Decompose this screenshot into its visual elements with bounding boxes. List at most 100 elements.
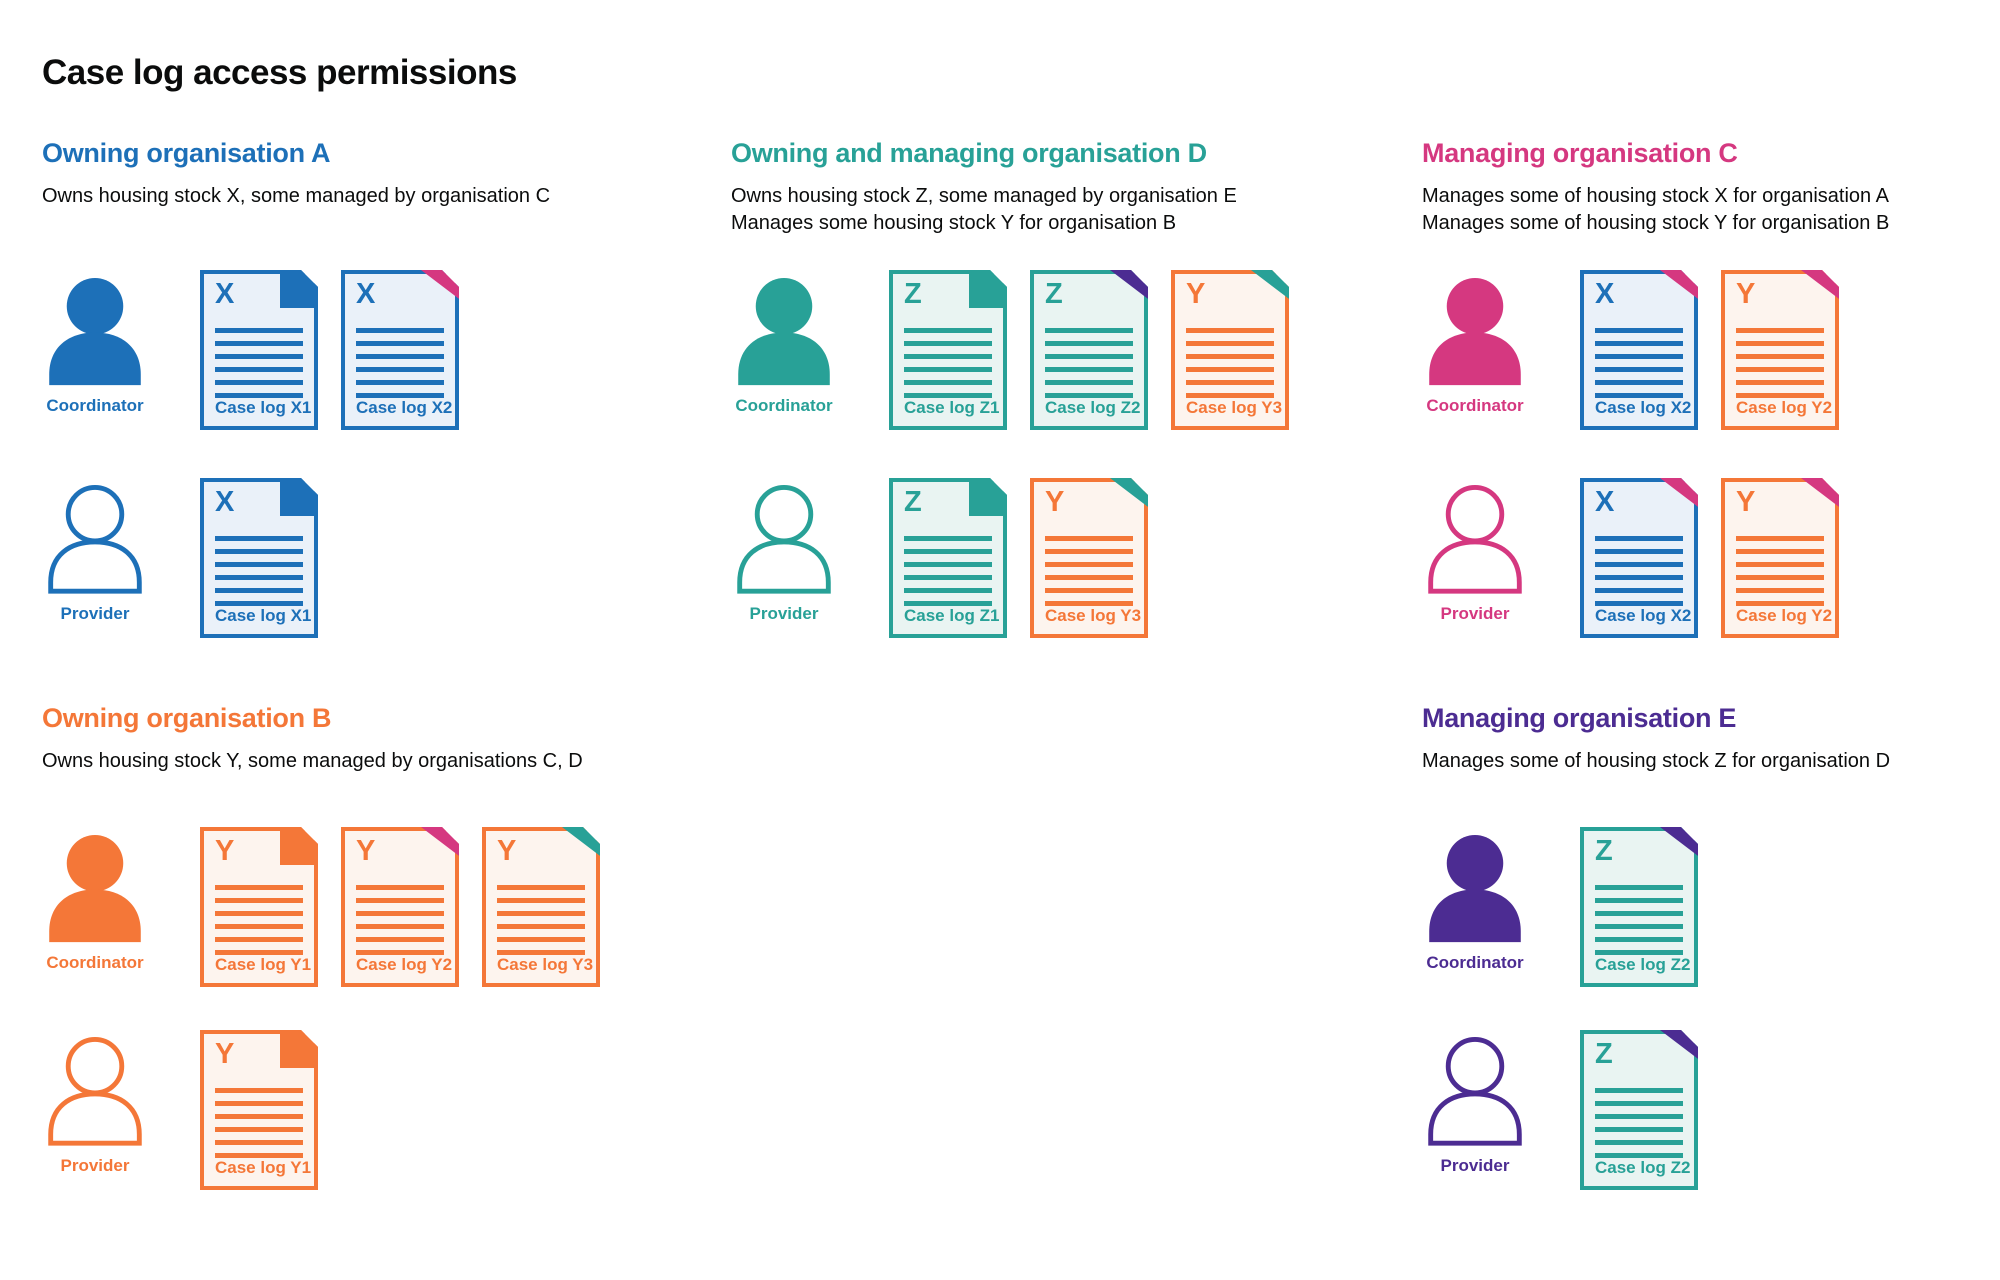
role-label: Provider bbox=[749, 604, 819, 623]
stock-letter: Z bbox=[904, 278, 922, 310]
section-description: Manages some of housing stock X for orga… bbox=[1422, 183, 1982, 237]
description-line: Owns housing stock Z, some managed by or… bbox=[731, 185, 1237, 207]
case-log-doc: Y Case log Y1 bbox=[200, 1030, 318, 1190]
text-lines-icon bbox=[215, 885, 303, 963]
coordinator-figure: Coordinator bbox=[1422, 270, 1528, 416]
case-log-doc: Z Case log Z1 bbox=[889, 478, 1007, 638]
case-log-doc: Y Case log Y2 bbox=[341, 827, 459, 987]
description-line: Manages some of housing stock Y for orga… bbox=[1422, 212, 1890, 234]
stock-letter: Y bbox=[215, 1038, 235, 1070]
stock-letter: X bbox=[1595, 486, 1615, 518]
coordinator-row: Coordinator Z Case log Z2 bbox=[1422, 827, 1721, 987]
case-log-label: Case log Y2 bbox=[1736, 398, 1833, 417]
role-label: Coordinator bbox=[735, 396, 833, 415]
person-outline-icon bbox=[45, 1036, 145, 1148]
text-lines-icon bbox=[1595, 536, 1683, 614]
provider-row: Provider Y Case log Y1 bbox=[42, 1030, 341, 1190]
person-outline-icon bbox=[1425, 1036, 1525, 1148]
case-log-doc: Z Case log Z2 bbox=[1580, 1030, 1698, 1190]
coordinator-row: Coordinator X Case log X2 Y Case log Y2 bbox=[1422, 270, 1862, 430]
folded-corner-icon bbox=[1660, 1030, 1698, 1068]
case-log-doc: X Case log X2 bbox=[1580, 478, 1698, 638]
stock-letter: X bbox=[1595, 278, 1615, 310]
role-label: Provider bbox=[1440, 604, 1510, 623]
provider-figure: Provider bbox=[42, 478, 148, 624]
coordinator-row: Coordinator Y Case log Y1 Y Case log Y2 … bbox=[42, 827, 623, 987]
provider-figure: Provider bbox=[42, 1030, 148, 1176]
text-lines-icon bbox=[497, 885, 585, 963]
section-owning-org-b: Owning organisation B Owns housing stock… bbox=[42, 703, 702, 775]
stock-letter: X bbox=[356, 278, 376, 310]
person-outline-icon bbox=[45, 484, 145, 596]
text-lines-icon bbox=[215, 328, 303, 406]
text-lines-icon bbox=[356, 885, 444, 963]
person-filled-icon bbox=[49, 277, 141, 386]
case-log-doc: Y Case log Y2 bbox=[1721, 478, 1839, 638]
stock-letter: Z bbox=[1045, 278, 1063, 310]
case-log-doc: Y Case log Y1 bbox=[200, 827, 318, 987]
section-description: Manages some of housing stock Z for orga… bbox=[1422, 750, 1891, 772]
section-heading: Managing organisation E bbox=[1422, 703, 1737, 733]
role-label: Coordinator bbox=[1426, 953, 1524, 972]
case-log-label: Case log Y1 bbox=[215, 955, 312, 974]
person-filled-icon bbox=[49, 834, 141, 943]
text-lines-icon bbox=[1045, 536, 1133, 614]
role-label: Provider bbox=[60, 604, 130, 623]
folded-corner-icon bbox=[1251, 270, 1289, 308]
case-log-label: Case log Z2 bbox=[1595, 1158, 1691, 1177]
person-filled-icon bbox=[1429, 277, 1521, 386]
stock-letter: Z bbox=[1595, 1038, 1613, 1070]
section-managing-org-c: Managing organisation C Manages some of … bbox=[1422, 138, 1982, 237]
role-label: Coordinator bbox=[46, 396, 144, 415]
person-filled-icon bbox=[1429, 834, 1521, 943]
section-owning-org-a: Owning organisation A Owns housing stock… bbox=[42, 138, 702, 210]
coordinator-figure: Coordinator bbox=[42, 270, 148, 416]
case-log-doc: X Case log X1 bbox=[200, 270, 318, 430]
section-managing-org-e: Managing organisation E Manages some of … bbox=[1422, 703, 1982, 775]
case-log-label: Case log Z1 bbox=[904, 606, 1000, 625]
case-log-label: Case log Z2 bbox=[1595, 955, 1691, 974]
person-outline-icon bbox=[1425, 484, 1525, 596]
case-log-label: Case log Z2 bbox=[1045, 398, 1141, 417]
provider-row: Provider Z Case log Z2 bbox=[1422, 1030, 1721, 1190]
role-label: Provider bbox=[1440, 1156, 1510, 1175]
text-lines-icon bbox=[1595, 1088, 1683, 1166]
text-lines-icon bbox=[356, 328, 444, 406]
text-lines-icon bbox=[215, 1088, 303, 1166]
case-log-label: Case log Y3 bbox=[497, 955, 594, 974]
section-heading: Managing organisation C bbox=[1422, 138, 1738, 168]
folded-corner-icon bbox=[1110, 270, 1148, 308]
description-line: Manages some housing stock Y for organis… bbox=[731, 212, 1177, 234]
coordinator-figure: Coordinator bbox=[42, 827, 148, 973]
folded-corner-icon bbox=[1801, 478, 1839, 516]
role-label: Coordinator bbox=[46, 953, 144, 972]
folded-corner-icon bbox=[969, 478, 1007, 516]
folded-corner-icon bbox=[280, 1030, 318, 1068]
section-heading: Owning organisation A bbox=[42, 138, 331, 168]
description-line: Manages some of housing stock X for orga… bbox=[1422, 185, 1889, 207]
person-filled-icon bbox=[738, 277, 830, 386]
provider-row: Provider X Case log X2 Y Case log Y2 bbox=[1422, 478, 1862, 638]
folded-corner-icon bbox=[1660, 478, 1698, 516]
stock-letter: Y bbox=[1736, 278, 1756, 310]
case-log-doc: X Case log X1 bbox=[200, 478, 318, 638]
stock-letter: Y bbox=[1736, 486, 1756, 518]
section-description: Owns housing stock Y, some managed by or… bbox=[42, 750, 583, 772]
stock-letter: Z bbox=[904, 486, 922, 518]
case-log-doc: X Case log X2 bbox=[1580, 270, 1698, 430]
case-log-label: Case log X1 bbox=[215, 398, 312, 417]
coordinator-figure: Coordinator bbox=[1422, 827, 1528, 973]
section-heading: Owning and managing organisation D bbox=[731, 138, 1207, 168]
page-title: Case log access permissions bbox=[42, 53, 517, 93]
folded-corner-icon bbox=[562, 827, 600, 865]
case-log-doc: Y Case log Y3 bbox=[482, 827, 600, 987]
text-lines-icon bbox=[1186, 328, 1274, 406]
folded-corner-icon bbox=[969, 270, 1007, 308]
case-log-label: Case log Z1 bbox=[904, 398, 1000, 417]
folded-corner-icon bbox=[1801, 270, 1839, 308]
section-description: Owns housing stock Z, some managed by or… bbox=[731, 183, 1391, 237]
folded-corner-icon bbox=[280, 827, 318, 865]
case-log-label: Case log Y3 bbox=[1186, 398, 1283, 417]
person-outline-icon bbox=[734, 484, 834, 596]
